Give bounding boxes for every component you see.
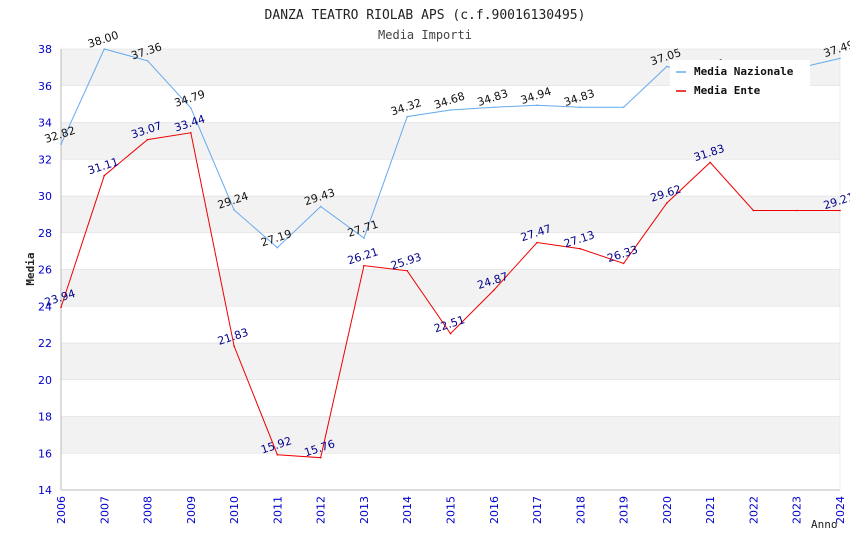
- data-point: [146, 59, 149, 62]
- grid-band: [60, 342, 841, 380]
- grid-band: [60, 453, 841, 491]
- data-point: [103, 174, 106, 177]
- grid-bands: [60, 48, 841, 491]
- data-point: [276, 453, 279, 456]
- grid-band: [60, 379, 841, 417]
- data-point: [795, 209, 798, 212]
- y-tick-label: 32: [38, 153, 52, 166]
- data-point: [449, 332, 452, 335]
- data-point: [449, 109, 452, 111]
- data-point: [319, 456, 322, 459]
- data-point: [579, 106, 582, 109]
- x-tick-label: 2013: [358, 496, 371, 524]
- data-point: [839, 57, 841, 60]
- data-point: [146, 138, 149, 141]
- y-tick-labels: 14 16 18 20 22 24 26 28 30 32 34 36 38: [38, 43, 52, 497]
- x-tick-label: 2020: [661, 496, 674, 524]
- grid-band: [60, 416, 841, 454]
- y-tick-label: 38: [38, 43, 52, 56]
- y-tick-label: 30: [38, 190, 52, 203]
- y-tick-label: 20: [38, 374, 52, 387]
- data-point: [839, 209, 841, 212]
- data-point: [492, 289, 495, 292]
- grid-band: [60, 159, 841, 197]
- legend: Media Nazionale Media Ente: [670, 60, 810, 106]
- x-tick-label: 2009: [185, 496, 198, 524]
- y-tick-label: 36: [38, 80, 52, 93]
- data-point: [492, 106, 495, 109]
- x-tick-label: 2021: [704, 496, 717, 524]
- x-tick-label: 2022: [747, 496, 760, 524]
- data-point: [233, 345, 235, 347]
- x-tick-label: 2024: [834, 496, 847, 524]
- x-tick-label: 2012: [315, 496, 328, 524]
- data-point: [666, 202, 668, 204]
- x-tick-label: 2011: [271, 496, 284, 524]
- data-point: [60, 306, 62, 309]
- data-point: [406, 115, 409, 118]
- grid-band: [60, 232, 841, 270]
- data-point: [579, 247, 582, 250]
- x-tick-label: 2018: [574, 496, 587, 524]
- x-tick-label: 2010: [228, 496, 241, 524]
- data-point: [103, 48, 106, 50]
- y-tick-label: 22: [38, 337, 52, 350]
- y-axis-label: Media: [24, 252, 37, 285]
- data-label: 37.49: [822, 38, 850, 60]
- x-tick-label: 2019: [618, 496, 631, 524]
- x-axis-label: Anno: [811, 518, 838, 531]
- y-tick-label: 16: [38, 447, 52, 460]
- chart-subtitle: Media Importi: [378, 28, 472, 42]
- data-point: [319, 205, 322, 208]
- y-tick-label: 34: [38, 117, 52, 130]
- x-tick-label: 2014: [401, 496, 414, 524]
- data-point: [233, 209, 235, 211]
- y-tick-label: 14: [38, 484, 52, 497]
- data-point: [190, 107, 192, 109]
- legend-box: [670, 60, 810, 106]
- x-tick-labels: 2006 2007 2008 2009 2010 2011 2012 2013 2014 2015…: [55, 496, 847, 524]
- data-point: [752, 209, 755, 212]
- grid-band: [60, 306, 841, 344]
- data-point: [276, 246, 279, 249]
- y-tick-label: 18: [38, 411, 52, 424]
- x-tick-label: 2006: [55, 496, 68, 524]
- data-label: 38.00: [86, 29, 120, 51]
- grid-band: [60, 195, 841, 233]
- x-tick-label: 2017: [531, 496, 544, 524]
- data-point: [60, 143, 62, 145]
- data-point: [363, 264, 365, 267]
- chart-title: DANZA TEATRO RIOLAB APS (c.f.90016130495…: [265, 8, 586, 23]
- data-point: [363, 237, 365, 239]
- data-point: [536, 104, 538, 107]
- grid-band: [60, 122, 841, 160]
- x-tick-label: 2016: [488, 496, 501, 524]
- legend-label-media-ente: Media Ente: [694, 84, 761, 97]
- legend-label-media-nazionale: Media Nazionale: [694, 65, 794, 78]
- data-point: [536, 241, 538, 244]
- x-tick-label: 2007: [98, 496, 111, 524]
- x-tick-label: 2023: [791, 496, 804, 524]
- x-tick-label: 2015: [445, 496, 458, 524]
- y-tick-label: 26: [38, 264, 52, 277]
- data-point: [709, 161, 711, 164]
- data-point: [622, 262, 625, 265]
- y-tick-label: 24: [38, 300, 52, 313]
- y-tick-label: 28: [38, 227, 52, 240]
- data-point: [666, 65, 668, 68]
- data-point: [622, 106, 625, 109]
- data-point: [406, 269, 409, 272]
- x-tick-label: 2008: [142, 496, 155, 524]
- grid-band: [60, 269, 841, 307]
- data-point: [190, 131, 192, 134]
